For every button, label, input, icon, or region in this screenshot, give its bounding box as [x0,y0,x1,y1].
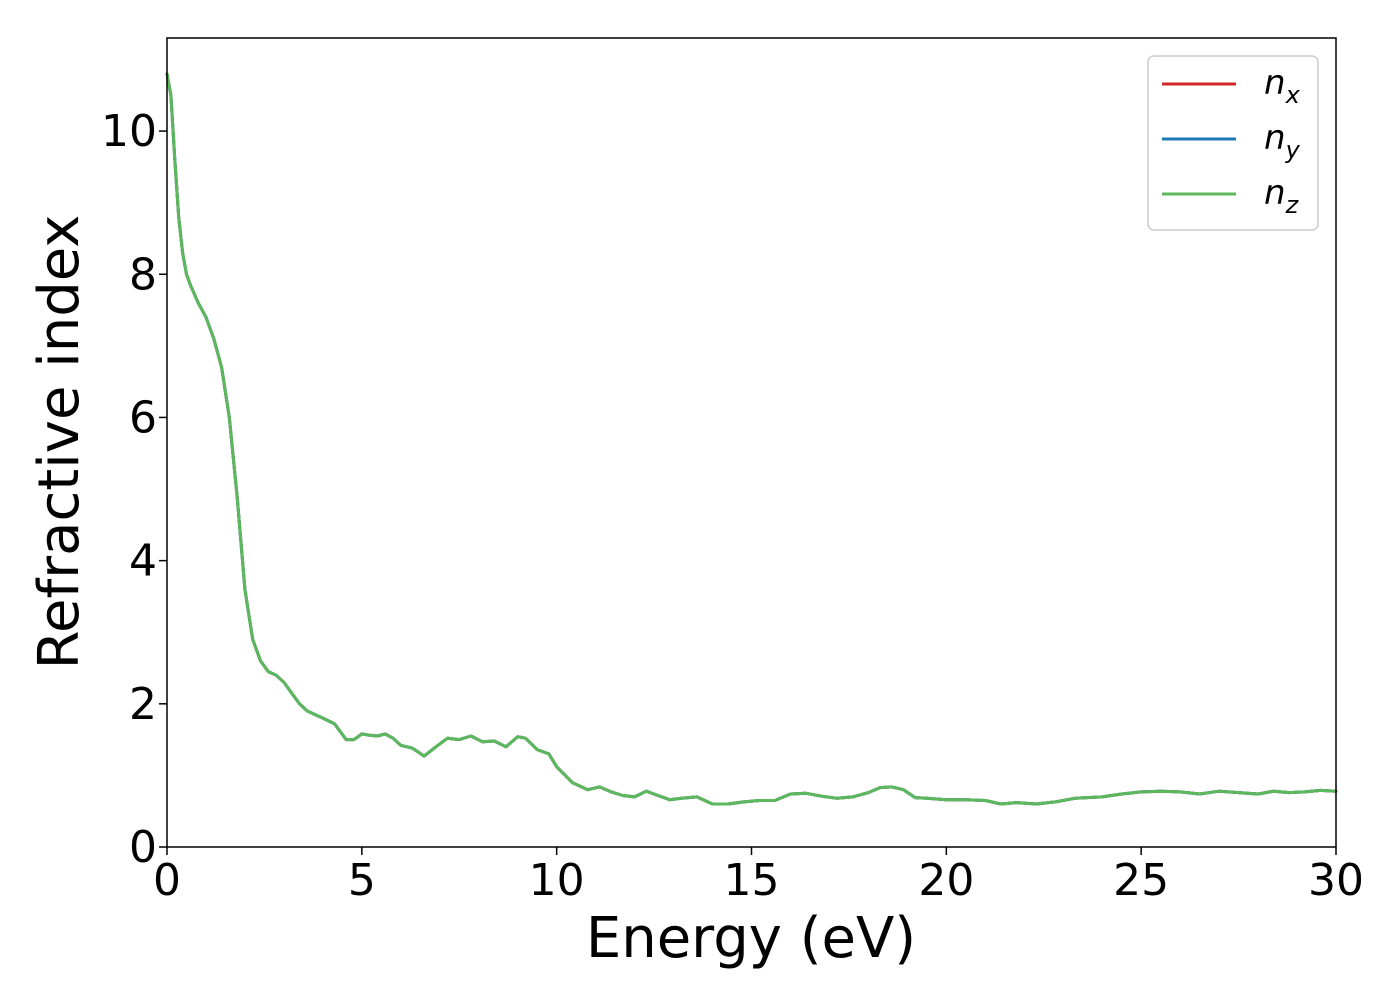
y-tick-label: 0 [129,822,157,873]
legend-box [1147,55,1319,231]
x-tick-label: 10 [529,855,585,906]
y-tick-label: 6 [129,392,157,443]
series-layer [165,72,1338,806]
x-tick-label: 20 [918,855,974,906]
y-tick-label: 10 [101,106,157,157]
y-axis-title: Refractive index [27,215,92,670]
legend-label-nx: nx [1264,63,1301,109]
y-tick-label: 2 [129,679,157,730]
series-line-nz [165,72,1338,806]
x-axis: 0 5 10 15 20 25 30 [153,847,1364,906]
legend-label-nz: nz [1264,173,1300,219]
y-tick-label: 4 [129,536,157,587]
y-tick-label: 8 [129,249,157,300]
legend-label-ny: ny [1264,118,1301,164]
x-tick-label: 25 [1113,855,1169,906]
x-tick-label: 0 [153,855,181,906]
x-axis-title: Energy (eV) [586,906,916,971]
x-tick-label: 15 [724,855,780,906]
legend: nx ny nz [1147,55,1319,231]
x-tick-label: 5 [348,855,376,906]
x-tick-label: 30 [1308,855,1364,906]
y-axis: 0 2 4 6 8 10 [101,106,167,873]
